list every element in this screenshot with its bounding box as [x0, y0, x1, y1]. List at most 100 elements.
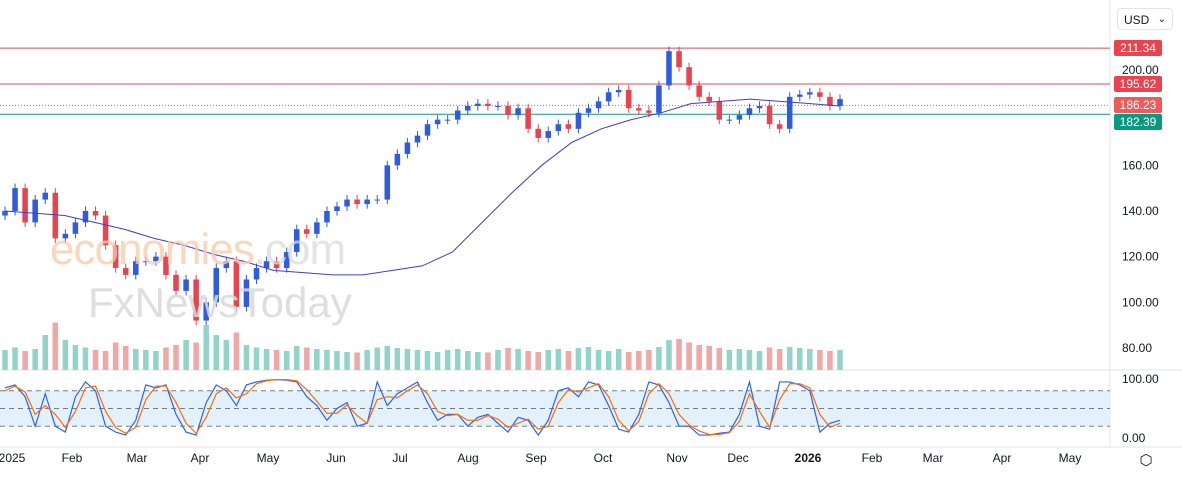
candle-body	[394, 153, 401, 166]
time-axis-label: Jun	[326, 451, 345, 465]
settings-icon[interactable]: ⬡	[1139, 452, 1152, 469]
volume-bar	[72, 345, 79, 370]
volume-bar	[545, 350, 552, 370]
volume-bar	[112, 342, 119, 370]
candle-body	[173, 274, 179, 291]
candle-body	[505, 105, 511, 116]
volume-bar	[153, 351, 159, 370]
volume-bar	[615, 349, 622, 370]
volume-bar	[2, 350, 8, 370]
candle-body	[595, 101, 602, 109]
candle-body	[12, 188, 18, 211]
candle-body	[92, 210, 99, 216]
volume-bar	[122, 346, 129, 370]
candle-body	[636, 108, 642, 111]
volume-bar	[656, 347, 662, 370]
volume-bar	[143, 350, 149, 370]
time-axis-label: Oct	[594, 451, 613, 465]
volume-bar	[213, 335, 220, 370]
candle-body	[796, 94, 803, 97]
candle-body	[666, 51, 672, 86]
volume-bar	[485, 352, 491, 370]
candle-body	[82, 210, 89, 223]
price-tick-label: 200.00	[1122, 63, 1159, 77]
volume-bar	[756, 351, 763, 370]
candle-body	[414, 135, 421, 143]
candle-body	[686, 67, 692, 86]
volume-bar	[605, 351, 612, 370]
currency-dropdown[interactable]: USD ⌄	[1117, 8, 1173, 30]
volume-bar	[293, 346, 300, 370]
candle-body	[454, 110, 461, 120]
candle-body	[314, 222, 320, 234]
candle-body	[525, 108, 531, 129]
time-axis-label: 2026	[795, 451, 822, 465]
candle-body	[756, 105, 763, 109]
volume-bar	[666, 340, 672, 370]
candle-body	[62, 233, 69, 239]
stochastic-d-line	[4, 378, 841, 436]
candle-body	[233, 261, 240, 307]
candle-body	[515, 108, 521, 116]
watermark-economies: economies.com	[50, 225, 346, 274]
candle-body	[22, 188, 28, 223]
watermark-text-2: .com	[253, 225, 346, 274]
candle-body	[273, 261, 280, 269]
price-level-tag: 186.23	[1114, 97, 1162, 114]
candle-body	[324, 210, 330, 223]
candle-body	[354, 199, 360, 205]
volume-bar	[82, 347, 89, 370]
volume-bar	[32, 349, 38, 370]
volume-bar	[62, 340, 69, 370]
candle-body	[52, 192, 59, 239]
volume-bar	[374, 347, 380, 370]
candle-body	[817, 92, 823, 97]
watermark-text-1: economies	[50, 225, 255, 274]
volume-bar	[696, 345, 702, 370]
volume-bar	[636, 351, 642, 370]
price-level-tag: 211.34	[1114, 40, 1162, 57]
volume-bar	[414, 350, 421, 370]
time-axis-label: Apr	[993, 451, 1012, 465]
candle-body	[786, 96, 793, 129]
candle-body	[2, 210, 8, 216]
volume-bar	[726, 350, 733, 370]
candle-body	[122, 268, 129, 275]
volume-bar	[12, 347, 18, 370]
candle-body	[424, 124, 431, 136]
volume-bar	[354, 352, 360, 370]
price-tick-label: 140.00	[1122, 204, 1159, 218]
volume-bar	[253, 347, 260, 370]
time-axis-label: May	[1059, 451, 1082, 465]
candle-body	[404, 142, 411, 154]
volume-bar	[595, 350, 602, 370]
candle-body	[736, 115, 743, 120]
volume-bar	[505, 348, 511, 370]
volume-bar	[324, 350, 330, 370]
volume-bar	[766, 347, 773, 370]
volume-bar	[716, 348, 723, 370]
candle-body	[42, 192, 49, 200]
volume-bar	[233, 332, 240, 370]
volume-bar	[243, 345, 250, 370]
candle-body	[656, 85, 662, 113]
volume-bar	[384, 346, 391, 370]
volume-bar	[102, 351, 109, 370]
candle-body	[434, 119, 441, 125]
time-axis-label: Jul	[392, 451, 407, 465]
volume-bar	[203, 325, 209, 370]
volume-bar	[444, 350, 451, 370]
price-tick-label: 100.00	[1122, 295, 1159, 309]
candle-body	[475, 103, 481, 106]
price-level-tag: 182.39	[1114, 114, 1162, 131]
candle-body	[374, 199, 380, 201]
candle-body	[585, 108, 592, 113]
volume-bar	[495, 350, 501, 370]
candle-body	[193, 279, 199, 321]
candle-body	[716, 101, 723, 120]
candle-body	[495, 105, 501, 107]
candle-body	[615, 89, 622, 93]
volume-bar	[565, 351, 572, 370]
volume-bar	[575, 348, 582, 370]
